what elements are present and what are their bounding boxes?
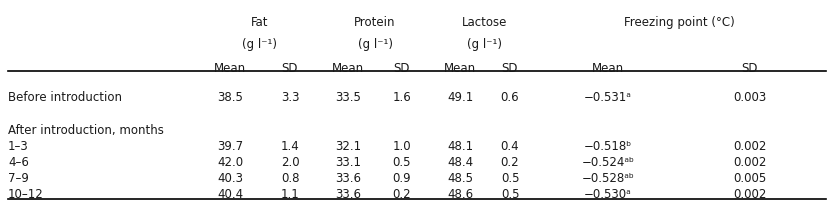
Text: SD: SD bbox=[741, 62, 758, 75]
Text: 0.5: 0.5 bbox=[500, 188, 520, 201]
Text: 42.0: 42.0 bbox=[217, 156, 243, 169]
Text: −0.524ᵃᵇ: −0.524ᵃᵇ bbox=[581, 156, 635, 169]
Text: 0.8: 0.8 bbox=[281, 172, 299, 185]
Text: SD: SD bbox=[502, 62, 518, 75]
Text: 49.1: 49.1 bbox=[447, 91, 473, 104]
Text: −0.530ᵃ: −0.530ᵃ bbox=[584, 188, 632, 201]
Text: 48.5: 48.5 bbox=[447, 172, 473, 185]
Text: 0.002: 0.002 bbox=[733, 188, 766, 201]
Text: Fat: Fat bbox=[251, 16, 269, 29]
Text: 0.5: 0.5 bbox=[500, 172, 520, 185]
Text: 48.1: 48.1 bbox=[447, 140, 473, 153]
Text: SD: SD bbox=[282, 62, 299, 75]
Text: 0.2: 0.2 bbox=[393, 188, 411, 201]
Text: Lactose: Lactose bbox=[462, 16, 508, 29]
Text: 7–9: 7–9 bbox=[8, 172, 29, 185]
Text: 2.0: 2.0 bbox=[281, 156, 299, 169]
Text: 0.9: 0.9 bbox=[393, 172, 411, 185]
Text: 0.4: 0.4 bbox=[500, 140, 520, 153]
Text: 10–12: 10–12 bbox=[8, 188, 43, 201]
Text: 1.1: 1.1 bbox=[280, 188, 299, 201]
Text: Mean: Mean bbox=[592, 62, 624, 75]
Text: Mean: Mean bbox=[332, 62, 364, 75]
Text: SD: SD bbox=[394, 62, 410, 75]
Text: 1.4: 1.4 bbox=[280, 140, 299, 153]
Text: −0.531ᵃ: −0.531ᵃ bbox=[584, 91, 632, 104]
Text: (g l⁻¹): (g l⁻¹) bbox=[468, 38, 503, 51]
Text: Protein: Protein bbox=[354, 16, 396, 29]
Text: 4–6: 4–6 bbox=[8, 156, 29, 169]
Text: Mean: Mean bbox=[214, 62, 246, 75]
Text: 48.4: 48.4 bbox=[447, 156, 473, 169]
Text: 0.6: 0.6 bbox=[500, 91, 520, 104]
Text: Before introduction: Before introduction bbox=[8, 91, 122, 104]
Text: 0.002: 0.002 bbox=[733, 140, 766, 153]
Text: 38.5: 38.5 bbox=[217, 91, 243, 104]
Text: 0.5: 0.5 bbox=[393, 156, 411, 169]
Text: 1.0: 1.0 bbox=[393, 140, 411, 153]
Text: Freezing point (°C): Freezing point (°C) bbox=[624, 16, 735, 29]
Text: 1–3: 1–3 bbox=[8, 140, 28, 153]
Text: 3.3: 3.3 bbox=[281, 91, 299, 104]
Text: 0.2: 0.2 bbox=[500, 156, 520, 169]
Text: (g l⁻¹): (g l⁻¹) bbox=[243, 38, 278, 51]
Text: (g l⁻¹): (g l⁻¹) bbox=[358, 38, 393, 51]
Text: 32.1: 32.1 bbox=[335, 140, 361, 153]
Text: −0.528ᵃᵇ: −0.528ᵃᵇ bbox=[581, 172, 635, 185]
Text: 48.6: 48.6 bbox=[447, 188, 473, 201]
Text: 33.6: 33.6 bbox=[335, 188, 361, 201]
Text: 0.002: 0.002 bbox=[733, 156, 766, 169]
Text: Mean: Mean bbox=[444, 62, 476, 75]
Text: 1.6: 1.6 bbox=[393, 91, 411, 104]
Text: 40.4: 40.4 bbox=[217, 188, 243, 201]
Text: −0.518ᵇ: −0.518ᵇ bbox=[584, 140, 632, 153]
Text: 40.3: 40.3 bbox=[217, 172, 243, 185]
Text: 33.1: 33.1 bbox=[335, 156, 361, 169]
Text: 0.005: 0.005 bbox=[733, 172, 766, 185]
Text: 33.5: 33.5 bbox=[335, 91, 361, 104]
Text: 39.7: 39.7 bbox=[217, 140, 243, 153]
Text: 0.003: 0.003 bbox=[733, 91, 766, 104]
Text: 33.6: 33.6 bbox=[335, 172, 361, 185]
Text: After introduction, months: After introduction, months bbox=[8, 124, 163, 137]
